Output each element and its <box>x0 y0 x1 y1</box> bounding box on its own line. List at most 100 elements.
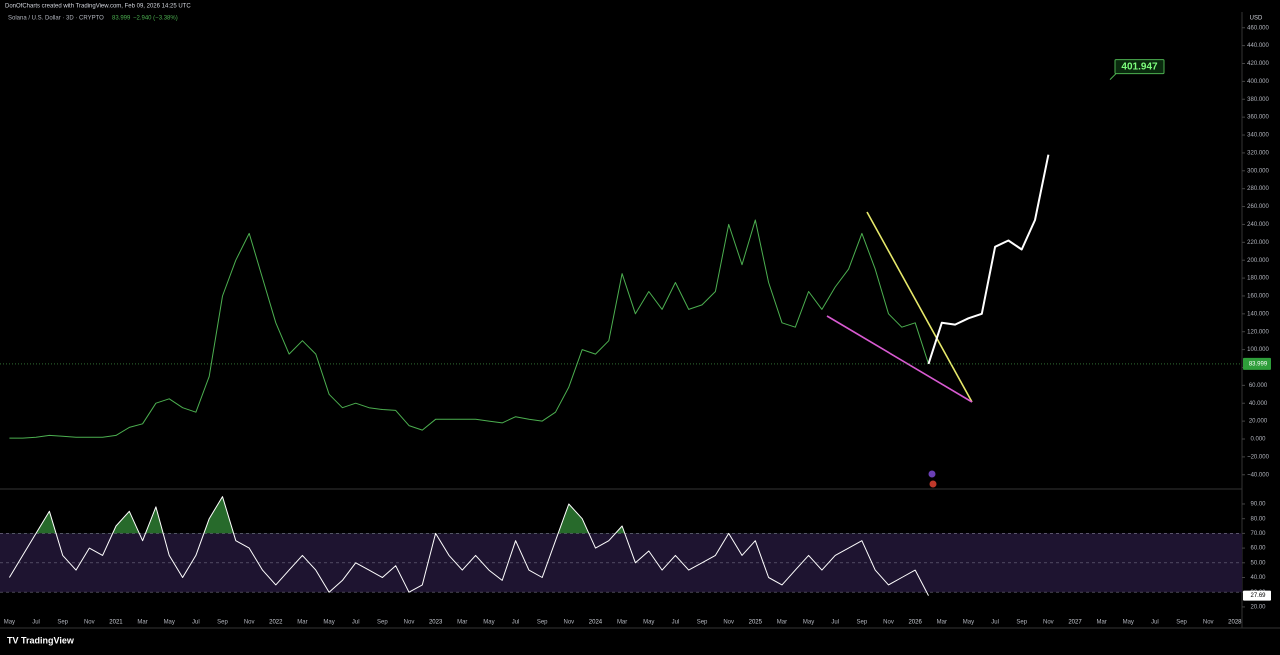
x-tick-label: May <box>483 620 494 626</box>
x-tick-label: Jul <box>831 620 839 626</box>
y-tick-label: 460.000 <box>1247 25 1269 31</box>
x-tick-label: Nov <box>883 620 894 626</box>
x-tick-label: 2025 <box>749 620 763 626</box>
y-tick-label: 220.000 <box>1247 240 1269 246</box>
trend-line <box>826 315 973 403</box>
x-tick-label: Sep <box>57 620 68 626</box>
x-tick-label: Nov <box>84 620 95 626</box>
x-tick-label: 2023 <box>429 620 443 626</box>
x-tick-label: May <box>963 620 974 626</box>
footer-brand: TradingView <box>21 635 75 645</box>
y-tick-label: 0.000 <box>1250 437 1266 443</box>
currency: USD <box>1250 16 1263 22</box>
y-tick-label: 100.000 <box>1247 347 1269 353</box>
x-tick-label: May <box>1123 620 1134 626</box>
price-line <box>9 219 929 439</box>
price-line <box>927 154 1050 365</box>
y2-tick-label: 20.00 <box>1250 604 1266 610</box>
last-rsi-box <box>1243 590 1271 601</box>
x-tick-label: Jul <box>512 620 520 626</box>
event-icon <box>928 470 936 478</box>
y-tick-label: 140.000 <box>1247 311 1269 317</box>
x-tick-label: 2022 <box>269 620 283 626</box>
x-tick-label: Sep <box>1176 620 1187 626</box>
x-tick-label: May <box>803 620 814 626</box>
x-tick-label: Sep <box>537 620 548 626</box>
y-tick-label: 340.000 <box>1247 133 1269 139</box>
x-tick-label: May <box>323 620 334 626</box>
last-price-label: 83.999 <box>1249 361 1268 367</box>
x-tick-label: 2021 <box>109 620 123 626</box>
x-tick-label: Nov <box>404 620 415 626</box>
x-tick-label: 2028 <box>1228 620 1242 626</box>
x-tick-label: Mar <box>937 620 947 626</box>
rsi-line <box>8 496 929 596</box>
y2-tick-label: 70.00 <box>1250 531 1266 537</box>
annotation-label: 401.947 <box>1121 61 1158 72</box>
y-tick-label: 40.000 <box>1249 401 1268 407</box>
x-tick-label: Mar <box>617 620 627 626</box>
legend: Solana / U.S. Dollar · 3D · CRYPTO 83.99… <box>8 16 178 22</box>
annotation-box <box>1114 59 1165 75</box>
y-tick-label: 440.000 <box>1247 43 1269 49</box>
y-tick-label: 360.000 <box>1247 115 1269 121</box>
x-tick-label: Mar <box>777 620 787 626</box>
y-tick-label: −40.000 <box>1247 472 1270 478</box>
y-tick-label: 240.000 <box>1247 222 1269 228</box>
x-tick-label: Sep <box>1016 620 1027 626</box>
x-tick-label: May <box>643 620 654 626</box>
x-tick-label: Mar <box>137 620 147 626</box>
x-tick-label: Sep <box>217 620 228 626</box>
y-tick-label: 420.000 <box>1247 61 1269 67</box>
x-tick-label: Sep <box>377 620 388 626</box>
trend-line <box>866 211 973 403</box>
last-price: 83.999 <box>112 16 131 22</box>
x-tick-label: Nov <box>1203 620 1214 626</box>
x-tick-label: Jul <box>32 620 40 626</box>
y-tick-label: 200.000 <box>1247 258 1269 264</box>
y2-tick-label: 80.00 <box>1250 516 1266 522</box>
y-tick-label: 320.000 <box>1247 150 1269 156</box>
y2-tick-label: 90.00 <box>1250 502 1266 508</box>
last-rsi-label: 27.69 <box>1250 593 1266 599</box>
x-tick-label: Nov <box>1043 620 1054 626</box>
x-tick-label: Jul <box>672 620 680 626</box>
y-tick-label: 180.000 <box>1247 276 1269 282</box>
y2-tick-label: 60.00 <box>1250 546 1266 552</box>
symbol: Solana / U.S. Dollar · 3D · CRYPTO <box>8 16 104 22</box>
change: −2.940 (−3.38%) <box>133 16 178 22</box>
x-tick-label: Jul <box>1151 620 1159 626</box>
logo-mark: TV <box>7 635 19 645</box>
event-icon <box>929 480 937 488</box>
x-tick-label: Sep <box>857 620 868 626</box>
y-tick-label: 280.000 <box>1247 186 1269 192</box>
x-tick-label: Sep <box>697 620 708 626</box>
credit: DonOfCharts created with TradingView.com… <box>5 4 191 10</box>
y-tick-label: −20.000 <box>1247 454 1270 460</box>
y-tick-label: 160.000 <box>1247 294 1269 300</box>
footer <box>0 632 1280 655</box>
y2-tick-label: 40.00 <box>1250 575 1266 581</box>
x-tick-label: Jul <box>352 620 360 626</box>
x-tick-label: Mar <box>297 620 307 626</box>
x-tick-label: 2027 <box>1068 620 1082 626</box>
y-tick-label: 60.000 <box>1249 383 1268 389</box>
y-tick-label: 260.000 <box>1247 204 1269 210</box>
x-tick-label: Mar <box>1096 620 1106 626</box>
y-tick-label: 300.000 <box>1247 168 1269 174</box>
last-price-box <box>1243 357 1271 370</box>
x-tick-label: 2024 <box>589 620 603 626</box>
y2-tick-label: 50.00 <box>1250 560 1266 566</box>
x-tick-label: Nov <box>723 620 734 626</box>
x-tick-label: Mar <box>457 620 467 626</box>
x-tick-label: Nov <box>244 620 255 626</box>
x-tick-label: May <box>164 620 175 626</box>
x-tick-label: Jul <box>991 620 999 626</box>
y-tick-label: 400.000 <box>1247 79 1269 85</box>
x-tick-label: May <box>4 620 15 626</box>
x-tick-label: 2026 <box>908 620 922 626</box>
y-tick-label: 20.000 <box>1249 419 1268 425</box>
x-tick-label: Jul <box>192 620 200 626</box>
